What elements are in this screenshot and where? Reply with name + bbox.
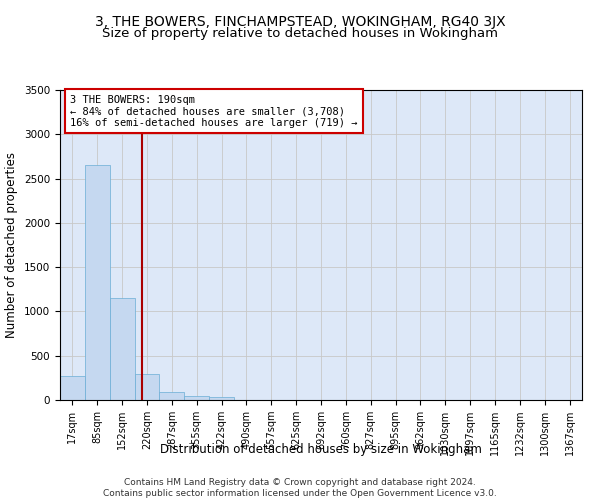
Text: Contains HM Land Registry data © Crown copyright and database right 2024.
Contai: Contains HM Land Registry data © Crown c… xyxy=(103,478,497,498)
Text: 3, THE BOWERS, FINCHAMPSTEAD, WOKINGHAM, RG40 3JX: 3, THE BOWERS, FINCHAMPSTEAD, WOKINGHAM,… xyxy=(95,15,505,29)
Bar xyxy=(184,396,209,400)
Text: Size of property relative to detached houses in Wokingham: Size of property relative to detached ho… xyxy=(102,28,498,40)
Y-axis label: Number of detached properties: Number of detached properties xyxy=(5,152,19,338)
Bar xyxy=(110,298,134,400)
Text: 3 THE BOWERS: 190sqm
← 84% of detached houses are smaller (3,708)
16% of semi-de: 3 THE BOWERS: 190sqm ← 84% of detached h… xyxy=(70,94,358,128)
Bar xyxy=(134,374,160,400)
Bar xyxy=(60,376,85,400)
Bar xyxy=(160,392,184,400)
Text: Distribution of detached houses by size in Wokingham: Distribution of detached houses by size … xyxy=(160,442,482,456)
Bar xyxy=(85,166,110,400)
Bar xyxy=(209,398,234,400)
